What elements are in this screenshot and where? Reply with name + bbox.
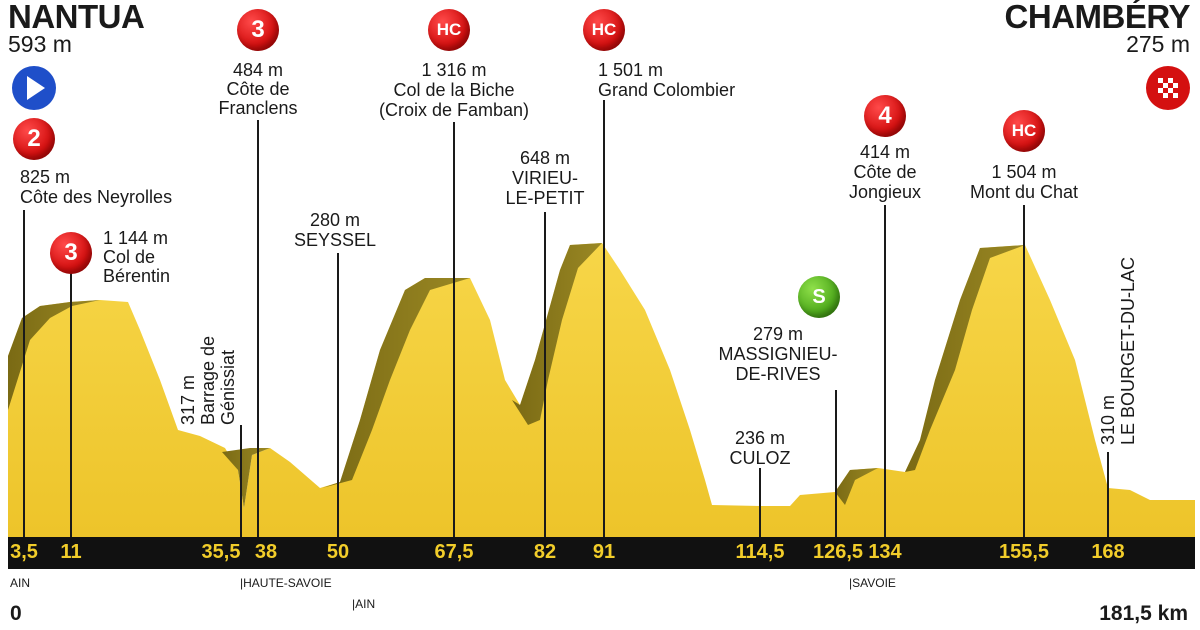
climb-name: Grand Colombier [598,80,736,100]
km-marker: 114,5 [735,541,785,563]
place-name: VIRIEU- [511,168,579,188]
start-altitude: 593 m [8,31,72,57]
distance-start: 0 [10,602,22,625]
km-marker: 35,5 [201,541,241,563]
place-altitude: 317 m [178,374,198,425]
climb-altitude: 414 m [859,142,911,162]
start-icon [12,66,56,110]
km-marker: 91 [592,541,616,563]
category-badge: 3 [50,232,92,274]
finish-town: CHAMBÉRY 275 m [1004,0,1191,57]
category-badge: 2 [13,118,55,160]
sprint-badge: S [798,276,840,318]
place-name: LE-PETIT [505,188,585,208]
climb-label-mont-du-chat: 1 504 m Mont du Chat [970,162,1078,202]
climb-name: Côte des Neyrolles [20,187,173,207]
finish-altitude: 275 m [1126,31,1190,57]
climb-name: Col de Bérentin [103,247,171,286]
climb-face-neyrolles [8,300,100,410]
leader-lines [23,100,1109,537]
climb-face-genissiat [222,448,270,508]
climb-face-jongieux [835,468,878,505]
place-altitude: 648 m [519,148,571,168]
km-marker: 38 [254,541,278,563]
climb-altitude: 484 m [232,60,284,80]
start-town: NANTUA 593 m [8,0,145,57]
km-marker: 155,5 [998,541,1050,563]
km-marker: 82 [533,541,557,563]
climb-altitude: 1 501 m [598,60,664,80]
sprint-label-massignieu: 279 m MASSIGNIEU- DE-RIVES [718,324,837,384]
sprint-name: MASSIGNIEU- [718,344,838,364]
climb-face-colombier [512,243,602,425]
km-marker: 126,5 [812,541,864,563]
finish-flag-icon [1146,66,1190,110]
place-altitude: 280 m [309,210,361,230]
terrain-fill [8,243,1195,537]
climb-altitude: 1 316 m [421,60,487,80]
climb-altitude: 1 504 m [991,162,1057,182]
category-badge: HC [1003,110,1045,152]
place-name: Barrage de [198,335,218,425]
place-label-virieu: 648 m VIRIEU- LE-PETIT [505,148,584,208]
climb-name: Côte de Jongieux [848,162,922,202]
climb-name: Côte de Franclens [218,79,298,118]
climb-label-biche: 1 316 m Col de la Biche (Croix de Famban… [379,60,529,120]
category-badge: 4 [864,95,906,137]
place-label-seyssel: 280 m SEYSSEL [294,210,376,250]
region-label: AIN [10,576,31,590]
climb-face-biche [322,278,470,488]
place-name: LE BOURGET-DU-LAC [1118,256,1138,445]
sprint-altitude: 279 m [752,324,804,344]
climb-label-berentin: 1 144 m Col de Bérentin [103,228,193,286]
km-marker: 67,5 [434,541,474,563]
place-name: SEYSSEL [293,230,377,250]
climb-face-mont-du-chat [905,245,1025,472]
climb-label-franclens: 484 m Côte de Franclens [203,60,313,118]
place-name: CULOZ [729,448,791,468]
climb-name: Mont du Chat [969,182,1079,202]
region-label: |HAUTE-SAVOIE [240,576,332,590]
region-label: |AIN [352,597,376,611]
climb-name: Col de la Biche [393,80,515,100]
km-axis-bar [8,537,1195,569]
place-name: Génissiat [218,349,238,425]
place-altitude: 236 m [734,428,786,448]
climb-label-jongieux: 414 m Côte de Jongieux [830,142,940,202]
category-badge: 3 [237,9,279,51]
climb-altitude: 825 m [20,167,71,187]
km-marker: 50 [326,541,350,563]
km-marker: 168 [1091,541,1125,563]
place-altitude: 310 m [1098,394,1118,445]
sprint-name: DE-RIVES [735,364,821,384]
place-label-bourget: 310 m LE BOURGET-DU-LAC [1098,257,1138,445]
km-marker: 3,5 [10,541,38,563]
climb-subname: (Croix de Famban) [378,100,530,120]
km-marker: 11 [60,541,82,563]
place-label-genissiat: 317 m Barrage de Génissiat [178,336,238,425]
climb-label-colombier: 1 501 m Grand Colombier [598,60,735,100]
finish-name: CHAMBÉRY [1004,0,1191,35]
climb-label-neyrolles: 825 m Côte des Neyrolles [20,167,172,207]
region-label: |SAVOIE [849,576,896,590]
distance-total: 181,5 km [1099,602,1188,625]
place-label-culoz: 236 m CULOZ [729,428,790,468]
climb-altitude: 1 144 m [103,228,169,248]
category-badge: HC [583,9,625,51]
start-name: NANTUA [8,0,145,35]
category-badge: HC [428,9,470,51]
km-marker: 134 [868,541,902,563]
